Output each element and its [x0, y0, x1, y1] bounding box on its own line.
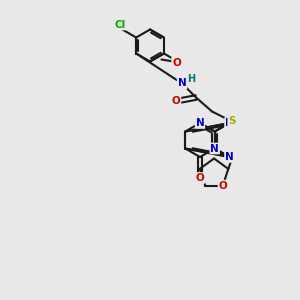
Text: N: N: [196, 118, 204, 128]
Text: O: O: [172, 95, 180, 106]
Text: O: O: [218, 181, 227, 190]
Text: H: H: [187, 74, 195, 85]
Text: S: S: [228, 116, 236, 127]
Text: N: N: [225, 118, 234, 128]
Text: O: O: [196, 173, 204, 183]
Text: N: N: [225, 152, 234, 162]
Text: O: O: [172, 58, 181, 68]
Text: Cl: Cl: [115, 20, 126, 29]
Text: N: N: [178, 79, 186, 88]
Text: N: N: [210, 143, 219, 154]
